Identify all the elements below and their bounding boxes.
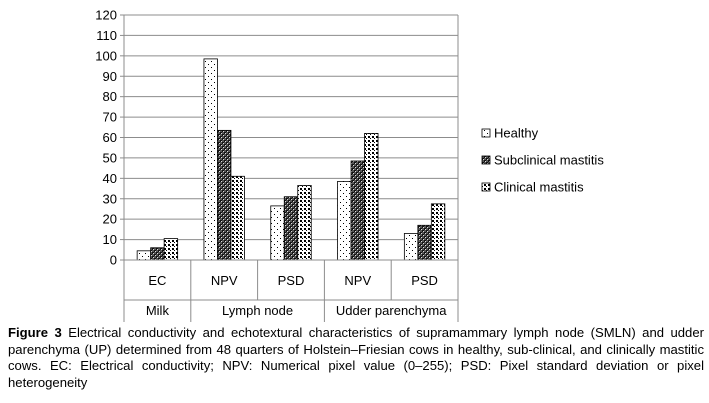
bar-clinical-mastitis (297, 185, 312, 261)
y-tick-label: 50 (103, 150, 117, 165)
legend: Healthy Subclinical mastitis Clinical mast… (481, 126, 604, 195)
gridlines (124, 14, 459, 261)
y-tick-label: 0 (110, 253, 117, 268)
y-tick-label: 60 (103, 130, 117, 145)
caption-text: Electrical conductivity and echotextural… (8, 325, 704, 390)
x-category-label: PSD (278, 273, 305, 288)
x-group-label: Udder parenchyma (336, 303, 447, 318)
y-tick-label: 80 (103, 89, 117, 104)
y-tick-label: 20 (103, 212, 117, 227)
bar-subclinical-mastitis (283, 196, 299, 261)
bar-healthy (403, 233, 419, 261)
y-tick-label: 40 (103, 171, 117, 186)
axis-labels: 0 10 20 30 40 50 60 70 80 90 100 110 120 EC NPV PSD NPV P… (95, 8, 447, 319)
legend-label: Healthy (494, 126, 539, 141)
y-tick-label: 110 (96, 28, 117, 43)
figure-caption: Figure 3 Electrical conductivity and ech… (8, 325, 704, 391)
bar-chart: 0 10 20 30 40 50 60 70 80 90 100 110 120 EC NPV PSD NPV P… (95, 8, 604, 322)
legend-swatch-subclinical-mastitis (481, 155, 491, 165)
axes (120, 14, 459, 322)
legend-label: Clinical mastitis (494, 180, 584, 195)
caption-label: Figure 3 (8, 325, 62, 340)
y-tick-label: 120 (95, 8, 117, 23)
y-tick-label: 70 (103, 110, 117, 125)
bar-clinical-mastitis (364, 133, 379, 261)
x-group-label: Milk (146, 303, 170, 318)
bar-clinical-mastitis (230, 175, 245, 261)
y-tick-label: 10 (103, 232, 117, 247)
x-category-label: EC (148, 273, 166, 288)
x-category-label: NPV (344, 273, 371, 288)
bars (136, 58, 446, 261)
bar-healthy (337, 180, 352, 261)
y-tick-label: 90 (103, 69, 117, 84)
bar-healthy (203, 58, 218, 261)
x-category-label: NPV (211, 273, 238, 288)
bar-subclinical-mastitis (150, 247, 165, 261)
bar-healthy (270, 205, 285, 261)
legend-swatch-healthy (481, 128, 491, 138)
y-tick-label: 100 (95, 48, 117, 63)
legend-swatch-clinical-mastitis (481, 182, 491, 192)
bar-subclinical-mastitis (217, 129, 232, 261)
bar-healthy (136, 250, 152, 261)
legend-label: Subclinical mastitis (494, 153, 604, 168)
bar-clinical-mastitis (430, 203, 446, 261)
bar-subclinical-mastitis (350, 160, 365, 261)
x-group-label: Lymph node (222, 303, 293, 318)
bar-clinical-mastitis (163, 238, 179, 261)
bar-subclinical-mastitis (417, 224, 432, 261)
y-tick-label: 30 (103, 191, 117, 206)
x-category-label: PSD (411, 273, 438, 288)
